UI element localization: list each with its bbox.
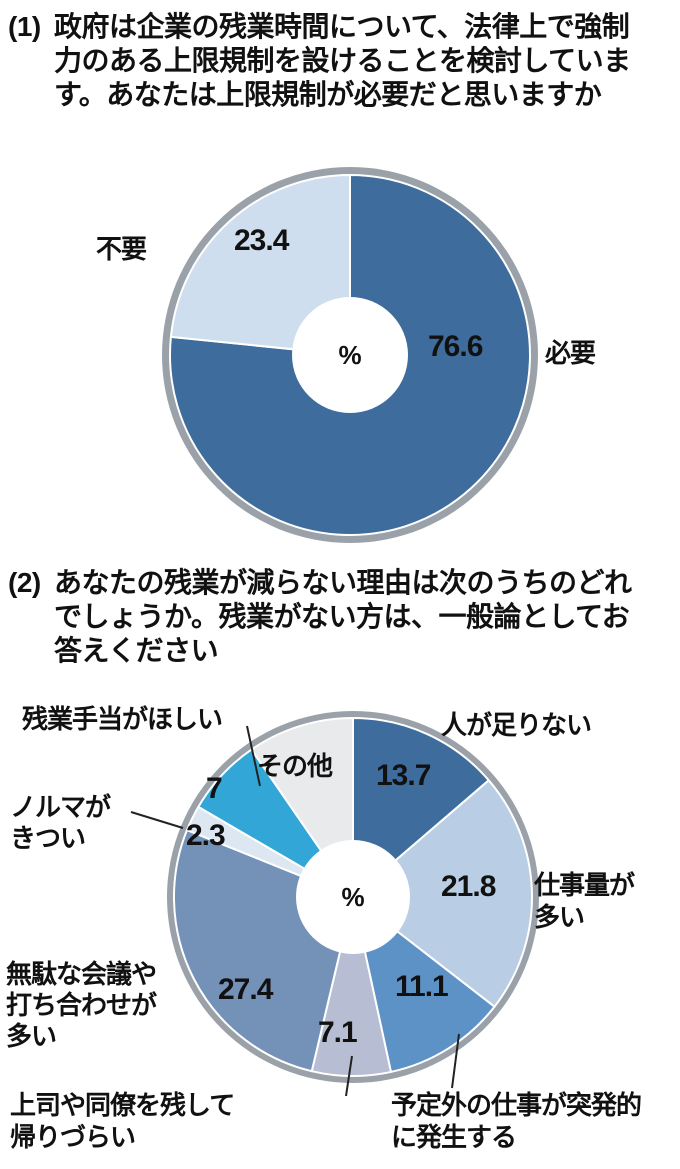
pie-chart-2	[167, 711, 539, 1083]
pie-hole	[292, 297, 408, 413]
q2-value-unexpected-work: 11.1	[395, 970, 449, 1003]
q1-label-necessary: 必要	[545, 338, 596, 368]
q2-value-not-enough-people: 13.7	[376, 759, 431, 792]
q1-center-unit: %	[338, 340, 362, 370]
q2-label-unexpected-work: 予定外の仕事が突発的に発生する	[391, 1090, 642, 1152]
q2-center-unit: %	[341, 882, 365, 912]
pie-slice-1	[352, 779, 533, 1008]
pie-slice-0	[169, 174, 531, 536]
q2-label-hard-to-leave: 上司や同僚を残して帰りづらい	[10, 1090, 235, 1152]
q2-label-not-enough-people: 人が足りない	[441, 710, 592, 740]
q2-value-quota: 2.3	[186, 819, 226, 852]
pie-chart-1	[162, 167, 538, 543]
q2-label-other: その他	[257, 751, 333, 781]
q2-value-useless-meetings: 27.4	[218, 973, 273, 1006]
pie-hole	[296, 840, 410, 954]
pie-slice-1	[169, 174, 351, 356]
q2-value-too-much-work: 21.8	[441, 870, 496, 903]
question-2-text: あなたの残業が減らない理由は次のうちのどれでしょうか。残業がない方は、一般論とし…	[54, 567, 632, 666]
q1-value-necessary: 76.6	[428, 330, 483, 363]
q1-label-unnecessary: 不要	[96, 234, 147, 264]
q2-label-quota: ノルマがきつい	[10, 792, 111, 853]
q2-label-too-much-work: 仕事量が多い	[534, 870, 635, 932]
question-1-number: (1)	[8, 11, 41, 42]
q2-value-overtime-pay: 7	[206, 772, 223, 805]
question-1: (1) 政府は企業の残業時間について、法律上で強制力のある上限規制を設けることを…	[8, 10, 674, 112]
question-2-number: (2)	[8, 567, 41, 598]
q2-label-overtime-pay: 残業手当がほしい	[22, 704, 223, 734]
q1-value-unnecessary: 23.4	[234, 224, 289, 257]
question-2: (2) あなたの残業が減らない理由は次のうちのどれでしょうか。残業がない方は、一…	[8, 566, 674, 668]
q2-value-hard-to-leave: 7.1	[318, 1016, 358, 1049]
question-1-text: 政府は企業の残業時間について、法律上で強制力のある上限規制を設けることを検討して…	[54, 11, 631, 110]
q2-label-useless-meetings: 無駄な会議や打ち合わせが多い	[6, 959, 157, 1051]
